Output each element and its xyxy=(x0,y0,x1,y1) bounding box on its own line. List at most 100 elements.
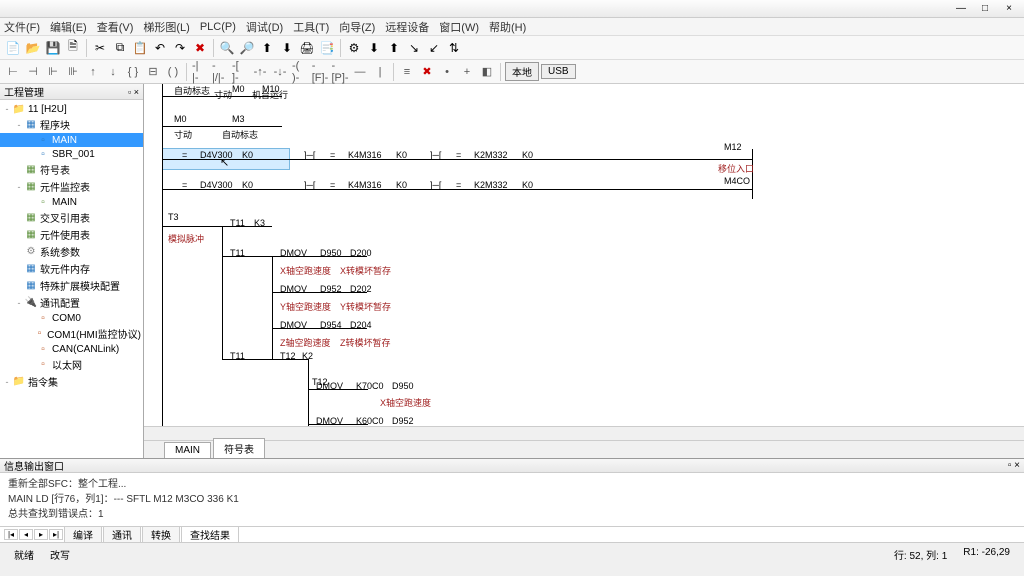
save-icon[interactable]: 💾 xyxy=(44,39,62,57)
output-tab-1[interactable]: 通讯 xyxy=(103,526,141,543)
ld-b5[interactable]: ↑ xyxy=(84,63,102,81)
ld-p[interactable]: -[P]- xyxy=(331,63,349,81)
saveall-icon[interactable]: 🗎 xyxy=(64,39,82,57)
tree-item-2[interactable]: ▫MAIN xyxy=(0,133,143,147)
ld-b4[interactable]: ⊪ xyxy=(64,63,82,81)
menu-8[interactable]: 远程设备 xyxy=(385,19,429,35)
ld-vline[interactable]: | xyxy=(371,63,389,81)
goto3-icon[interactable]: ⇅ xyxy=(445,39,463,57)
ld-b24[interactable]: ◧ xyxy=(478,63,496,81)
ld-b2[interactable]: ⊣ xyxy=(24,63,42,81)
outtab-first[interactable]: |◂ xyxy=(4,529,18,540)
ld-b23[interactable]: + xyxy=(458,63,476,81)
ld-b1[interactable]: ⊢ xyxy=(4,63,22,81)
tree-item-10[interactable]: ▦软元件内存 xyxy=(0,260,143,277)
tree-item-9[interactable]: ⚙系统参数 xyxy=(0,243,143,260)
output-pin-icon[interactable]: ▫ × xyxy=(1008,460,1020,471)
editor-tab-1[interactable]: 符号表 xyxy=(213,438,265,458)
ld-contact-no[interactable]: -| |- xyxy=(191,63,209,81)
download-icon[interactable]: ⬇ xyxy=(365,39,383,57)
tree-item-12[interactable]: -🔌通讯配置 xyxy=(0,294,143,311)
cut-icon[interactable]: ✂ xyxy=(91,39,109,57)
tree-item-6[interactable]: ▫MAIN xyxy=(0,195,143,209)
ld-b3[interactable]: ⊩ xyxy=(44,63,62,81)
compile-icon[interactable]: ⚙ xyxy=(345,39,363,57)
ld-f[interactable]: -[F]- xyxy=(311,63,329,81)
outtab-next[interactable]: ▸ xyxy=(34,529,48,540)
ladder-label: D204 xyxy=(350,320,372,330)
down-icon[interactable]: ⬇ xyxy=(278,39,296,57)
menu-1[interactable]: 编辑(E) xyxy=(50,19,87,35)
ld-hline[interactable]: — xyxy=(351,63,369,81)
copy-icon[interactable]: ⧉ xyxy=(111,39,129,57)
ld-rise[interactable]: -↑- xyxy=(251,63,269,81)
delete-icon[interactable]: ✖ xyxy=(191,39,209,57)
menu-3[interactable]: 梯形图(L) xyxy=(143,19,189,35)
ld-b7[interactable]: { } xyxy=(124,63,142,81)
ld-b21[interactable]: ✖ xyxy=(418,63,436,81)
maximize-button[interactable]: □ xyxy=(974,2,996,16)
goto2-icon[interactable]: ↙ xyxy=(425,39,443,57)
ld-contact-nc[interactable]: -|/|- xyxy=(211,63,229,81)
ladder-editor[interactable]: 自动标志M0M10寸动机台运行M0M3寸动自动标志=D4V300K0]─[=K4… xyxy=(144,84,1024,426)
menu-7[interactable]: 向导(Z) xyxy=(339,19,375,35)
conn-usb-button[interactable]: USB xyxy=(541,64,576,79)
tree-item-14[interactable]: ▫COM1(HMI监控协议) xyxy=(0,325,143,342)
ladder-label: K70C0 xyxy=(356,381,384,391)
ld-b22[interactable]: • xyxy=(438,63,456,81)
minimize-button[interactable]: — xyxy=(950,2,972,16)
menu-5[interactable]: 调试(D) xyxy=(246,19,283,35)
menu-4[interactable]: PLC(P) xyxy=(200,21,236,33)
conn-local-button[interactable]: 本地 xyxy=(505,62,539,81)
ld-b20[interactable]: ≡ xyxy=(398,63,416,81)
upload-icon[interactable]: ⬆ xyxy=(385,39,403,57)
tree-item-4[interactable]: ▦符号表 xyxy=(0,161,143,178)
printprev-icon[interactable]: 📑 xyxy=(318,39,336,57)
menu-6[interactable]: 工具(T) xyxy=(293,19,329,35)
ld-func[interactable]: -[ ]- xyxy=(231,63,249,81)
editor-hscroll[interactable] xyxy=(144,426,1024,440)
goto1-icon[interactable]: ↘ xyxy=(405,39,423,57)
menu-10[interactable]: 帮助(H) xyxy=(489,19,526,35)
tree-item-7[interactable]: ▦交叉引用表 xyxy=(0,209,143,226)
ld-b8[interactable]: ⊟ xyxy=(144,63,162,81)
zoom-icon[interactable]: 🔎 xyxy=(238,39,256,57)
ld-fall[interactable]: -↓- xyxy=(271,63,289,81)
ld-b6[interactable]: ↓ xyxy=(104,63,122,81)
menu-2[interactable]: 查看(V) xyxy=(97,19,134,35)
ld-coil[interactable]: -( )- xyxy=(291,63,309,81)
tree-item-8[interactable]: ▦元件使用表 xyxy=(0,226,143,243)
ld-b9[interactable]: ( ) xyxy=(164,63,182,81)
redo-icon[interactable]: ↷ xyxy=(171,39,189,57)
close-button[interactable]: × xyxy=(998,2,1020,16)
output-tab-0[interactable]: 编译 xyxy=(64,526,102,543)
tree-item-13[interactable]: ▫COM0 xyxy=(0,311,143,325)
menu-0[interactable]: 文件(F) xyxy=(4,19,40,35)
project-tree[interactable]: -📁11 [H2U]-▦程序块 ▫MAIN ▫SBR_001 ▦符号表-▦元件监… xyxy=(0,100,143,458)
tree-item-5[interactable]: -▦元件监控表 xyxy=(0,178,143,195)
tree-item-1[interactable]: -▦程序块 xyxy=(0,116,143,133)
find-icon[interactable]: 🔍 xyxy=(218,39,236,57)
new-icon[interactable]: 📄 xyxy=(4,39,22,57)
tree-item-16[interactable]: ▫以太网 xyxy=(0,356,143,373)
editor-tab-0[interactable]: MAIN xyxy=(164,442,211,458)
tree-item-0[interactable]: -📁11 [H2U] xyxy=(0,102,143,116)
ladder-label: D200 xyxy=(350,248,372,258)
outtab-last[interactable]: ▸| xyxy=(49,529,63,540)
outtab-prev[interactable]: ◂ xyxy=(19,529,33,540)
open-icon[interactable]: 📂 xyxy=(24,39,42,57)
ladder-label: X轴空跑速度 xyxy=(380,396,431,409)
output-tab-3[interactable]: 查找结果 xyxy=(181,526,239,543)
tree-item-17[interactable]: -📁指令集 xyxy=(0,373,143,390)
menu-9[interactable]: 窗口(W) xyxy=(439,19,479,35)
print-icon[interactable]: 🖨 xyxy=(298,39,316,57)
up-icon[interactable]: ⬆ xyxy=(258,39,276,57)
output-tab-2[interactable]: 转换 xyxy=(142,526,180,543)
tree-item-11[interactable]: ▦特殊扩展模块配置 xyxy=(0,277,143,294)
tree-item-3[interactable]: ▫SBR_001 xyxy=(0,147,143,161)
tree-item-15[interactable]: ▫CAN(CANLink) xyxy=(0,342,143,356)
undo-icon[interactable]: ↶ xyxy=(151,39,169,57)
sidebar-pin-icon[interactable]: ▫ × xyxy=(128,87,139,97)
paste-icon[interactable]: 📋 xyxy=(131,39,149,57)
status-rowcol: 行: 52, 列: 1 xyxy=(886,547,955,562)
